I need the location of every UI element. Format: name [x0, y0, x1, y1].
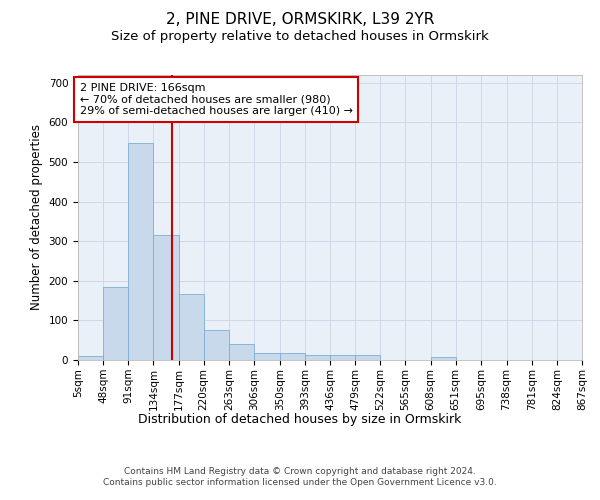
Bar	[179, 294, 204, 360]
Bar	[431, 357, 456, 360]
Y-axis label: Number of detached properties: Number of detached properties	[30, 124, 43, 310]
Bar	[305, 355, 330, 360]
Bar	[128, 143, 154, 360]
Text: Contains HM Land Registry data © Crown copyright and database right 2024.
Contai: Contains HM Land Registry data © Crown c…	[103, 468, 497, 487]
Bar	[330, 355, 355, 360]
Bar	[254, 353, 280, 360]
Text: Distribution of detached houses by size in Ormskirk: Distribution of detached houses by size …	[139, 412, 461, 426]
Bar	[280, 353, 305, 360]
Text: Size of property relative to detached houses in Ormskirk: Size of property relative to detached ho…	[111, 30, 489, 43]
Bar	[229, 344, 254, 360]
Bar	[355, 355, 380, 360]
Bar	[204, 330, 229, 360]
Bar	[78, 356, 103, 360]
Text: 2 PINE DRIVE: 166sqm
← 70% of detached houses are smaller (980)
29% of semi-deta: 2 PINE DRIVE: 166sqm ← 70% of detached h…	[80, 83, 353, 116]
Bar	[154, 236, 179, 360]
Text: 2, PINE DRIVE, ORMSKIRK, L39 2YR: 2, PINE DRIVE, ORMSKIRK, L39 2YR	[166, 12, 434, 28]
Bar	[103, 287, 128, 360]
